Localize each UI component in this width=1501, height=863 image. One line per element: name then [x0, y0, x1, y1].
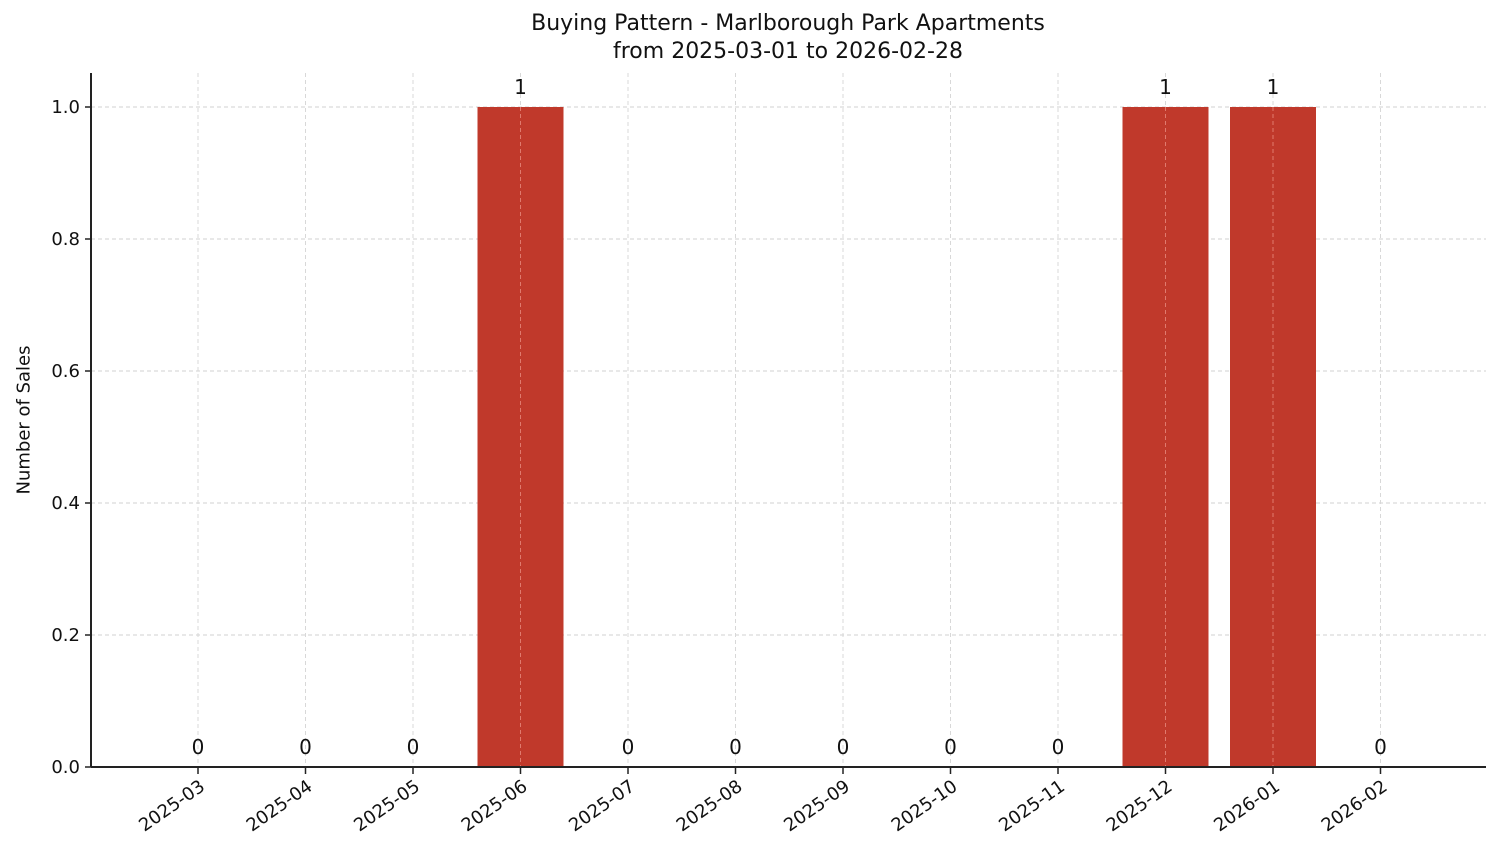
x-tick-label: 2026-02 — [1318, 776, 1392, 836]
y-tick-label: 0.8 — [51, 229, 80, 250]
bar-value-label: 1 — [1159, 75, 1172, 99]
x-tick-label: 2025-05 — [350, 776, 424, 836]
bar-value-label: 0 — [944, 735, 957, 759]
y-tick-label: 0.4 — [51, 493, 80, 514]
x-tick-label: 2025-11 — [995, 776, 1069, 836]
x-tick-label: 2025-12 — [1103, 776, 1177, 836]
x-tick-label: 2025-04 — [243, 776, 317, 836]
bar-value-label: 0 — [299, 735, 312, 759]
x-tick-label: 2025-07 — [565, 776, 639, 836]
y-tick-label: 1.0 — [51, 97, 80, 118]
x-tick-label: 2026-01 — [1210, 776, 1284, 836]
x-tick-label: 2025-08 — [673, 776, 747, 836]
x-tick-label: 2025-09 — [780, 776, 854, 836]
bar-value-label: 0 — [407, 735, 420, 759]
y-tick-label: 0.6 — [51, 361, 80, 382]
chart-title-main: Buying Pattern - Marlborough Park Apartm… — [531, 11, 1045, 36]
x-tick-label: 2025-03 — [135, 776, 209, 836]
bar-value-label: 0 — [729, 735, 742, 759]
bar-value-label: 0 — [1052, 735, 1065, 759]
chart-title: Buying Pattern - Marlborough Park Apartm… — [0, 10, 1501, 66]
x-tick-label: 2025-10 — [888, 776, 962, 836]
bar-value-label: 0 — [622, 735, 635, 759]
bar-value-label: 1 — [1267, 75, 1280, 99]
y-tick-label: 0.0 — [51, 757, 80, 778]
bar-value-label: 0 — [1374, 735, 1387, 759]
y-tick-label: 0.2 — [51, 625, 80, 646]
bar-value-label: 0 — [192, 735, 205, 759]
x-tick-label: 2025-06 — [458, 776, 532, 836]
bar-value-label: 0 — [837, 735, 850, 759]
bar-value-label: 1 — [514, 75, 527, 99]
chart-subtitle: from 2025-03-01 to 2026-02-28 — [613, 39, 963, 64]
